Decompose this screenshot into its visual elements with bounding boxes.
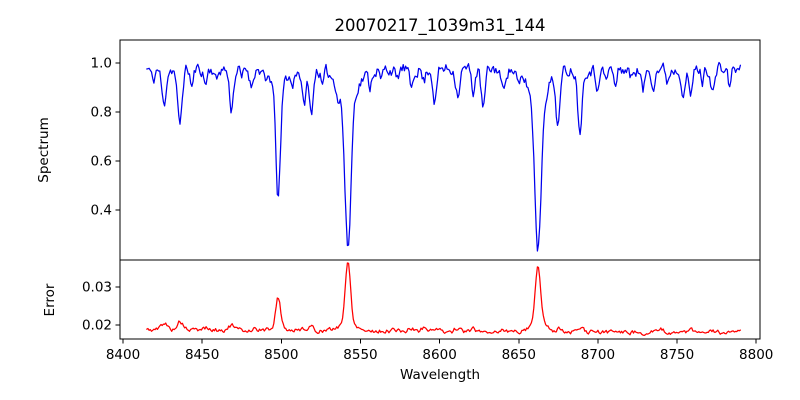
data-lines bbox=[146, 61, 742, 337]
error-y-axis-label: Error bbox=[42, 283, 58, 316]
x-tick-label: 8600 bbox=[422, 347, 456, 363]
x-tick-label: 8750 bbox=[660, 347, 694, 363]
y-tick-label: 0.6 bbox=[91, 154, 112, 170]
y-tick-label: 0.03 bbox=[82, 279, 112, 295]
y-tick-label: 0.02 bbox=[82, 317, 112, 333]
y-tick-label: 0.8 bbox=[91, 105, 112, 121]
x-tick-label: 8800 bbox=[739, 347, 773, 363]
spectrum-y-axis-label: Spectrum bbox=[36, 117, 52, 182]
x-tick-label: 8500 bbox=[264, 347, 298, 363]
y-tick-label: 1.0 bbox=[91, 56, 112, 72]
x-tick-label: 8550 bbox=[343, 347, 377, 363]
x-tick-label: 8700 bbox=[581, 347, 615, 363]
y-tick-label: 0.4 bbox=[91, 203, 112, 219]
axis-ticks: 8400 8450 8500 8550 8600 8650 8700 8750 8800 0.4 0… bbox=[82, 56, 773, 363]
error-line bbox=[146, 262, 742, 337]
spectrum-line bbox=[146, 61, 742, 252]
spectrum-panel-frame bbox=[119, 39, 761, 261]
chart-title: 20070217_1039m31_144 bbox=[334, 16, 545, 36]
x-tick-label: 8400 bbox=[106, 347, 140, 363]
x-tick-label: 8450 bbox=[185, 347, 219, 363]
error-panel-frame bbox=[119, 259, 761, 340]
x-tick-label: 8650 bbox=[502, 347, 536, 363]
x-axis-label: Wavelength bbox=[400, 367, 480, 383]
